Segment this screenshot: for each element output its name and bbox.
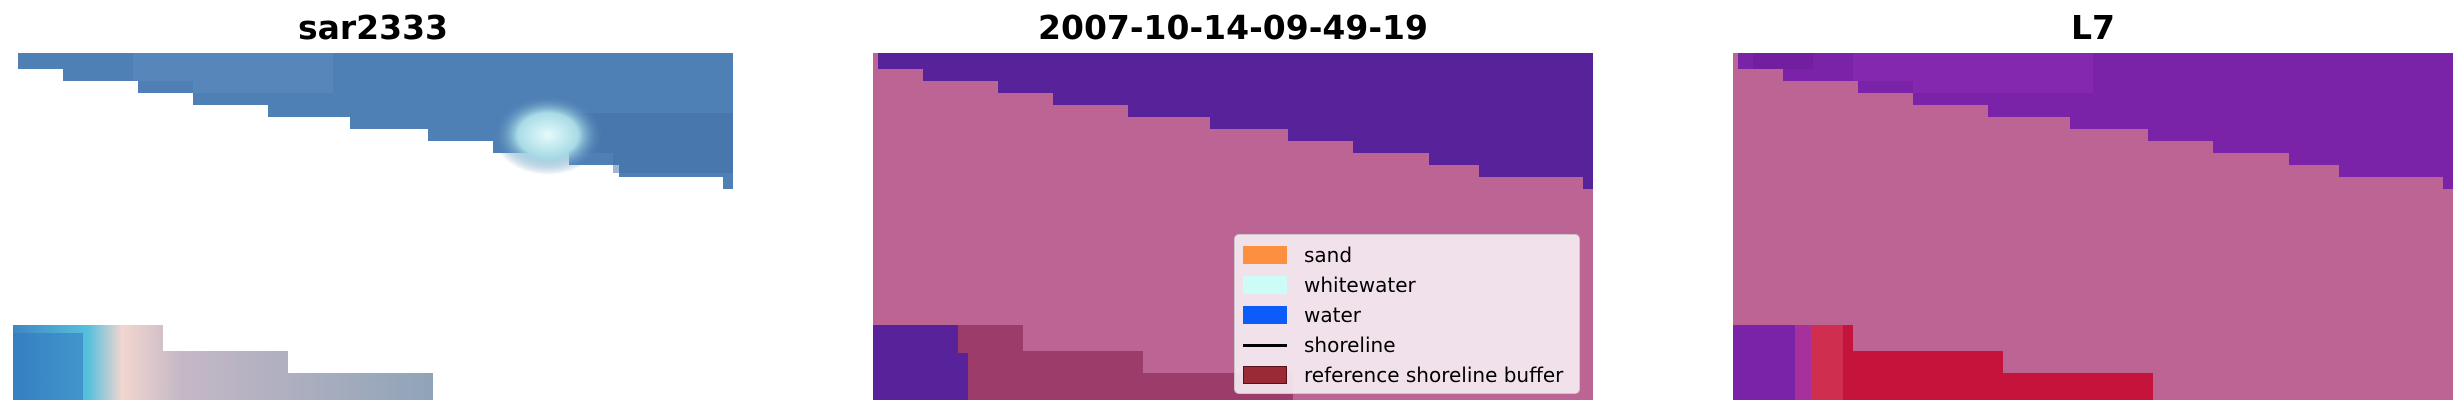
legend-label: shoreline [1304, 333, 1396, 357]
class-water-upper [873, 53, 1593, 189]
legend-item-shoreline: shoreline [1243, 330, 1396, 360]
legend-label: water [1304, 303, 1361, 327]
classification-panel [873, 53, 1593, 400]
buffer-swatch [1243, 366, 1287, 384]
shoreline-line-swatch [1243, 343, 1287, 347]
l7-map [1733, 53, 2453, 400]
class-water-lower [873, 325, 968, 400]
legend-item-reference-buffer: reference shoreline buffer [1243, 360, 1563, 390]
classification-map [873, 53, 1593, 400]
panel-title-rgb: sar2333 [297, 8, 449, 47]
whitewater-swatch [1243, 276, 1287, 294]
legend-label: whitewater [1304, 273, 1416, 297]
legend-item-water: water [1243, 300, 1361, 330]
rgb-image [13, 53, 733, 400]
l7-water-lower [1733, 325, 1795, 400]
reference-buffer-overlay [958, 325, 1293, 400]
rgb-image-panel [13, 53, 733, 400]
water-swatch [1243, 306, 1287, 324]
legend-label: sand [1304, 243, 1353, 267]
sand-swatch [1243, 246, 1287, 264]
legend-label: reference shoreline buffer [1304, 363, 1564, 387]
l7-buffer-red [1811, 325, 2153, 400]
legend: sand whitewater water shoreline referenc… [1234, 234, 1580, 394]
rgb-surf-lower [13, 325, 433, 400]
l7-panel [1733, 53, 2453, 400]
legend-item-sand: sand [1243, 240, 1352, 270]
panel-title-classification: 2007-10-14-09-49-19 [1038, 8, 1428, 47]
panel-title-l7: L7 [2071, 8, 2115, 47]
legend-item-whitewater: whitewater [1243, 270, 1416, 300]
